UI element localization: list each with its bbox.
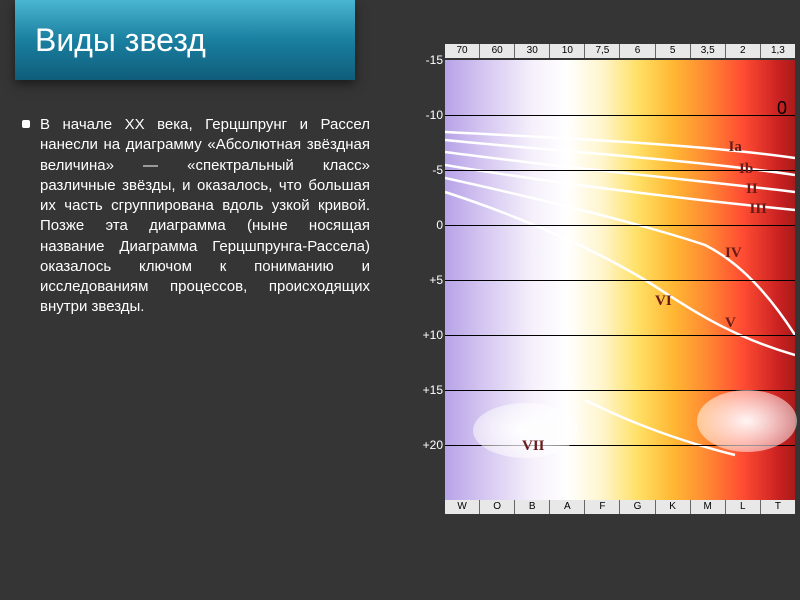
temp-label: 10 (549, 44, 584, 58)
gridline (445, 225, 795, 226)
gridline (445, 115, 795, 116)
body-paragraph: В начале XX века, Герцшпрунг и Рассел на… (40, 115, 370, 318)
class-label: L (725, 500, 760, 514)
temp-label: 5 (655, 44, 690, 58)
class-label: F (584, 500, 619, 514)
temp-label: 3,5 (690, 44, 725, 58)
temp-label: 70 (445, 44, 479, 58)
roman-numeral-label: IV (725, 245, 742, 262)
roman-numeral-label: II (746, 181, 758, 198)
gridline (445, 335, 795, 336)
gridline (445, 280, 795, 281)
temp-label: 1,3 (760, 44, 795, 58)
white-dwarf-region (697, 390, 797, 452)
y-tick: +15 (417, 383, 443, 397)
class-label: B (514, 500, 549, 514)
top-temperature-row: 706030107,5653,521,3 (445, 44, 795, 58)
body-text-content: В начале XX века, Герцшпрунг и Рассел на… (40, 116, 370, 315)
luminosity-curve (445, 192, 795, 355)
class-label: O (479, 500, 514, 514)
bottom-spectral-row: WOBAFGKMLT (445, 500, 795, 514)
roman-numeral-label: VI (655, 293, 672, 310)
class-label: M (690, 500, 725, 514)
roman-numeral-label: V (725, 315, 736, 332)
temp-label: 60 (479, 44, 514, 58)
y-tick: +5 (417, 273, 443, 287)
page-title: Виды звезд (35, 22, 206, 59)
class-label: T (760, 500, 795, 514)
class-label: W (445, 500, 479, 514)
roman-numeral-label: III (750, 201, 768, 218)
hr-diagram: 706030107,5653,521,3 0IaIbIIIIIIVVVIVII … (400, 30, 795, 530)
y-tick: +10 (417, 328, 443, 342)
spectrum-area: 0IaIbIIIIIIVVVIVII (445, 60, 795, 500)
title-box: Виды звезд (15, 0, 355, 80)
temp-label: 6 (619, 44, 654, 58)
luminosity-curve (445, 132, 795, 158)
roman-numeral-label: Ia (729, 139, 742, 156)
temp-label: 30 (514, 44, 549, 58)
roman-numeral-label: Ib (739, 161, 753, 178)
roman-numeral-label: VII (522, 438, 545, 455)
class-label: G (619, 500, 654, 514)
bullet-icon (22, 120, 30, 128)
class-label: K (655, 500, 690, 514)
y-tick: -10 (417, 108, 443, 122)
temp-label: 2 (725, 44, 760, 58)
y-tick: +20 (417, 438, 443, 452)
luminosity-curve (445, 178, 795, 335)
zero-curve-label: 0 (777, 98, 787, 119)
y-tick: -5 (417, 163, 443, 177)
class-label: A (549, 500, 584, 514)
y-tick: -15 (417, 53, 443, 67)
temp-label: 7,5 (584, 44, 619, 58)
y-tick: 0 (417, 218, 443, 232)
